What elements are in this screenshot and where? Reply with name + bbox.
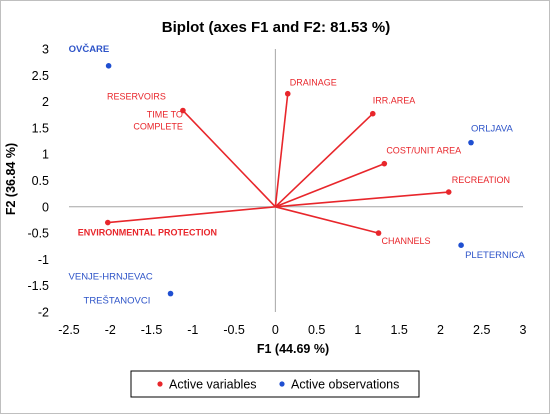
y-tick-label: 2.5: [32, 69, 49, 83]
vector-tip-reservoirs: [180, 107, 186, 114]
vector-environmental-protection: [107, 206, 276, 224]
vector-recreation: [275, 191, 449, 208]
variable-label-reservoirs: RESERVOIRS TIME TO COMPLETE: [107, 92, 183, 132]
x-tick-label: -1: [187, 323, 198, 337]
variable-label-environmental-protection: ENVIRONMENTAL PROTECTION: [78, 228, 217, 238]
variable-label-drainage: DRAINAGE: [290, 78, 337, 88]
variable-label-cost-unit-area: COST/UNIT AREA: [386, 146, 461, 156]
observation-label-ov-are: OVČARE: [69, 43, 110, 55]
legend-variables-label: Active variables: [169, 378, 257, 392]
x-tick-label: 3: [520, 323, 527, 337]
y-tick-label: 0.5: [32, 174, 49, 188]
variable-label-recreation: RECREATION: [452, 175, 510, 185]
observation-label-orljava: ORLJAVA: [471, 124, 514, 135]
vector-tip-channels: [375, 230, 382, 236]
vector-tip-irr-area: [369, 110, 376, 117]
chart-title: Biplot (axes F1 and F2: 81.53 %): [162, 19, 390, 36]
x-axis-title: F1 (44.69 %): [257, 342, 329, 356]
legend-box: [130, 370, 420, 398]
legend-observations-marker: [279, 381, 285, 387]
x-tick-label: 0.5: [308, 323, 325, 337]
observation-point-pleternica: [458, 242, 464, 248]
variable-label-irr-area: IRR.AREA: [373, 96, 416, 106]
x-tick-label: -2.5: [58, 323, 80, 337]
vector-drainage: [274, 93, 289, 207]
vector-cost-unit-area: [275, 162, 385, 208]
x-tick-label: -1.5: [141, 323, 163, 337]
y-tick-label: 1: [42, 148, 49, 162]
y-tick-label: 1.5: [32, 121, 49, 135]
variable-label-channels: CHANNELS: [382, 236, 431, 246]
x-tick-label: 0: [272, 323, 279, 337]
y-axis-title: F2 (36.84 %): [4, 143, 18, 215]
x-tick-label: 2.5: [473, 323, 490, 337]
vector-irr-area: [274, 113, 374, 208]
x-tick-label: 1: [354, 323, 361, 337]
observation-label-venje-hrnjevac: VENJE-HRNJEVAC TREŠTANOVCI: [69, 272, 153, 307]
vector-tip-recreation: [445, 189, 452, 195]
y-tick-label: -2: [38, 306, 49, 320]
observation-point-orljava: [468, 139, 474, 146]
y-tick-label: 2: [42, 95, 49, 109]
x-tick-label: 2: [437, 323, 444, 337]
legend-variables-marker: [157, 381, 163, 387]
observation-point-ov-are: [105, 63, 112, 69]
legend: Active variables Active observations: [130, 370, 420, 398]
y-tick-label: -0.5: [27, 227, 49, 241]
y-tick-label: 3: [42, 43, 49, 57]
y-tick-label: 0: [42, 200, 49, 214]
plot-area: -2.5 -2 -1.5 -1 -0.5 0 0.5 1 1.5 2 2.5 3 -2 -1.5 -1 -0.…: [27, 43, 526, 338]
x-tick-label: -0.5: [223, 323, 245, 337]
y-tick-label: -1: [38, 253, 49, 267]
vector-channels: [275, 206, 379, 234]
vector-reservoirs: [182, 109, 276, 208]
observation-point-venje-hrnjevac: [167, 290, 174, 297]
x-tick-label: 1.5: [390, 323, 407, 337]
x-tick-label: -2: [105, 323, 116, 337]
vector-tip-drainage: [284, 90, 291, 97]
vector-tip-cost-unit-area: [381, 160, 388, 167]
vector-tip-environmental-protection: [104, 219, 111, 226]
y-tick-label: -1.5: [27, 279, 49, 293]
observation-label-pleternica: PLETERNICA: [465, 250, 525, 261]
legend-observations-label: Active observations: [291, 378, 399, 392]
